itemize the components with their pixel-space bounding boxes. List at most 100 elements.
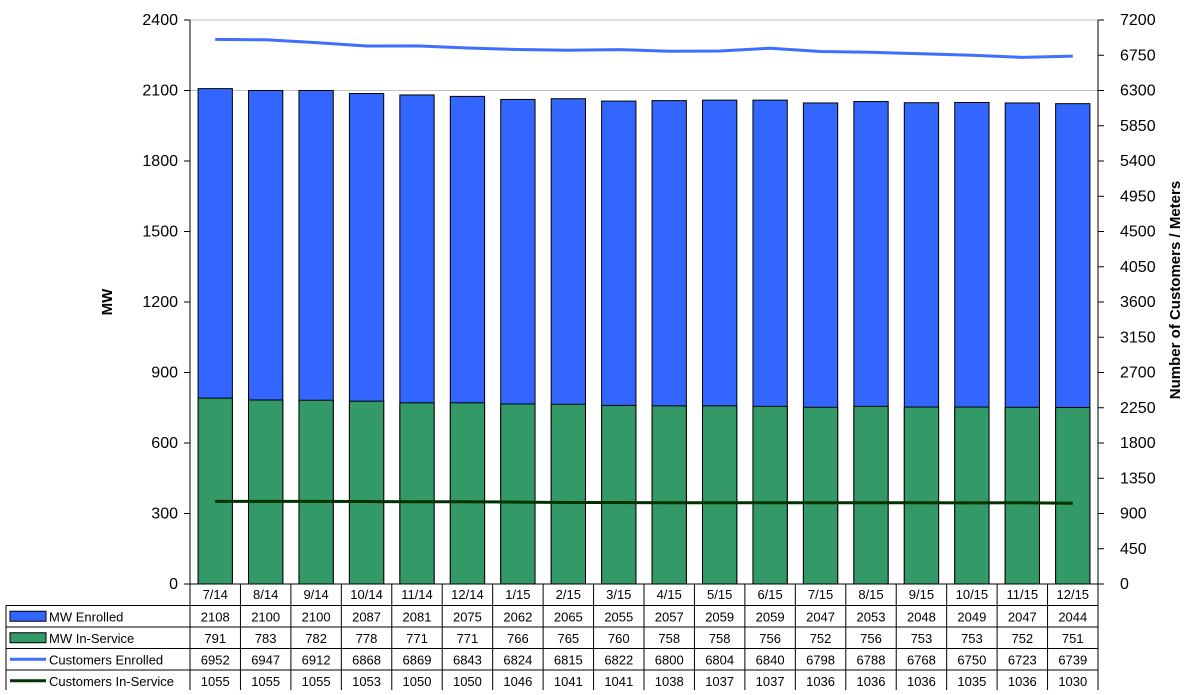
data-label: 1050 [403,674,432,689]
data-label: 6868 [352,652,381,667]
y-right-tick-label: 4950 [1120,188,1156,205]
y-right-tick-label: 900 [1120,506,1147,523]
data-label: 2049 [957,609,986,624]
data-label: 760 [608,631,630,646]
y-axis-left-title: MW [99,288,116,315]
y-right-tick-label: 1350 [1120,470,1156,487]
x-tick-label: 11/14 [401,587,433,602]
data-label: 753 [961,631,983,646]
data-label: 6798 [806,652,835,667]
legend-label: MW In-Service [49,631,134,646]
data-label: 1030 [1058,674,1087,689]
bar-mw-in-service [601,404,637,585]
data-label: 6840 [756,652,785,667]
data-label: 6815 [554,652,583,667]
line-customers-enrolled [215,37,1073,59]
data-label: 2059 [756,609,785,624]
data-label: 2059 [705,609,734,624]
data-label: 1046 [503,674,532,689]
line-customers-in-service [215,499,1073,505]
data-label: 1035 [957,674,986,689]
x-tick-label: 7/15 [808,587,833,602]
data-label: 6739 [1058,652,1087,667]
bar-mw-in-service [1055,407,1091,585]
data-label: 771 [457,631,479,646]
data-label: 766 [507,631,529,646]
data-label: 1055 [251,674,280,689]
y-right-tick-label: 3600 [1120,294,1156,311]
data-label: 2048 [907,609,936,624]
data-label: 6788 [857,652,886,667]
data-label: 2100 [251,609,280,624]
bar-mw-in-service [802,406,839,585]
x-tick-label: 10/15 [956,587,989,602]
data-label: 782 [305,631,327,646]
data-label: 2044 [1058,609,1087,624]
data-label: 6750 [957,652,986,667]
data-label: 2087 [352,609,381,624]
data-label: 1036 [907,674,936,689]
y-right-tick-label: 3150 [1120,329,1156,346]
data-label: 756 [860,631,882,646]
data-label: 1053 [352,674,381,689]
data-label: 6822 [604,652,633,667]
y-left-tick-label: 300 [151,506,178,523]
y-left-tick-label: 0 [169,576,178,593]
y-right-tick-label: 5400 [1120,153,1156,170]
data-label: 783 [255,631,277,646]
x-tick-label: 12/14 [451,587,484,602]
bar-mw-in-service [1004,406,1040,585]
bar-mw-in-service [248,399,284,585]
data-label: 758 [658,631,680,646]
y-left-tick-label: 1200 [142,294,178,311]
data-label: 1036 [806,674,835,689]
bar-mw-in-service [903,406,940,585]
legend-label: MW Enrolled [49,609,123,624]
x-tick-label: 10/14 [350,587,383,602]
y-right-tick-label: 7200 [1120,12,1156,29]
y-left-tick-label: 900 [151,365,178,382]
y-right-tick-label: 6300 [1120,83,1156,100]
y-left-tick-label: 1500 [142,224,178,241]
data-label: 1036 [857,674,886,689]
data-label: 6947 [251,652,280,667]
y-left-tick-label: 1800 [142,153,178,170]
data-label: 6768 [907,652,936,667]
data-label: 1055 [201,674,230,689]
data-label: 765 [557,631,579,646]
bar-mw-in-service [298,399,334,585]
data-label: 2047 [806,609,835,624]
x-tick-label: 1/15 [505,587,530,602]
x-tick-label: 4/15 [657,587,682,602]
x-tick-label: 9/14 [303,587,328,602]
x-tick-label: 12/15 [1057,587,1090,602]
legend-label: Customers Enrolled [49,652,163,667]
bar-mw-in-service [752,405,788,585]
data-label: 6800 [655,652,684,667]
x-tick-label: 9/15 [909,587,934,602]
data-label: 2100 [302,609,331,624]
y-left-tick-label: 2100 [142,83,178,100]
x-tick-label: 7/14 [203,587,228,602]
data-label: 6869 [403,652,432,667]
data-label: 752 [810,631,832,646]
data-label: 6912 [302,652,331,667]
data-label: 2047 [1008,609,1037,624]
bar-mw-in-service [500,403,536,585]
data-label: 756 [759,631,781,646]
data-label: 771 [406,631,428,646]
data-label: 2075 [453,609,482,624]
y-right-tick-label: 4500 [1120,224,1156,241]
data-label: 6843 [453,652,482,667]
bar-mw-in-service [197,397,233,585]
data-label: 1041 [554,674,583,689]
bar-mw-in-service [449,402,486,585]
gridlines [190,19,1098,91]
y-axis-right-title: Number of Customers / Meters [1167,181,1184,399]
y-right-tick-label: 5850 [1120,118,1156,135]
y-right-tick-label: 6750 [1120,47,1156,64]
x-tick-label: 3/15 [606,587,631,602]
data-label: 2057 [655,609,684,624]
x-tick-label: 5/15 [707,587,732,602]
